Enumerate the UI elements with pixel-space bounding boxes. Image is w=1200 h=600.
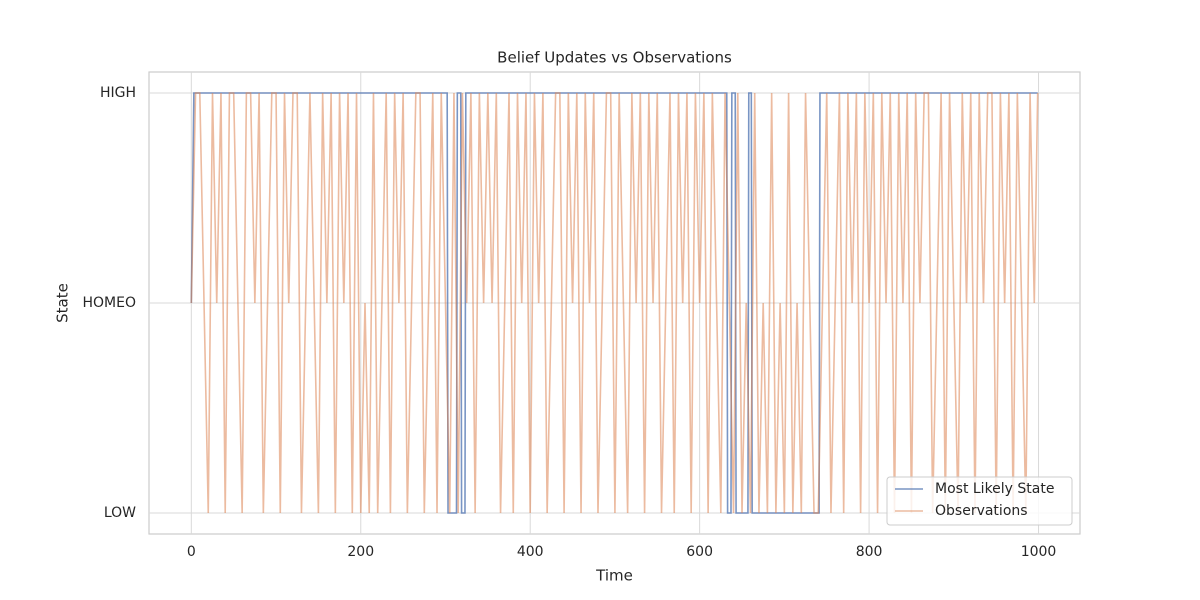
chart-title: Belief Updates vs Observations (497, 49, 732, 67)
y-tick-label: HOMEO (83, 295, 137, 311)
x-tick-label: 1000 (1021, 544, 1057, 560)
series-line (190, 92, 1039, 514)
y-tick-label: LOW (104, 505, 136, 521)
x-tick-label: 800 (856, 544, 883, 560)
legend-label: Observations (935, 503, 1028, 519)
legend-label: Most Likely State (935, 481, 1054, 497)
series-line (190, 92, 1038, 514)
legend-box (886, 476, 1073, 526)
x-tick-label: 600 (686, 544, 713, 560)
y-tick-label: HIGH (100, 85, 136, 101)
x-tick-label: 400 (517, 544, 544, 560)
x-axis-label: Time (595, 567, 633, 585)
x-tick-label: 0 (187, 544, 196, 560)
y-axis-label: State (54, 283, 72, 323)
x-tick-label: 200 (347, 544, 374, 560)
